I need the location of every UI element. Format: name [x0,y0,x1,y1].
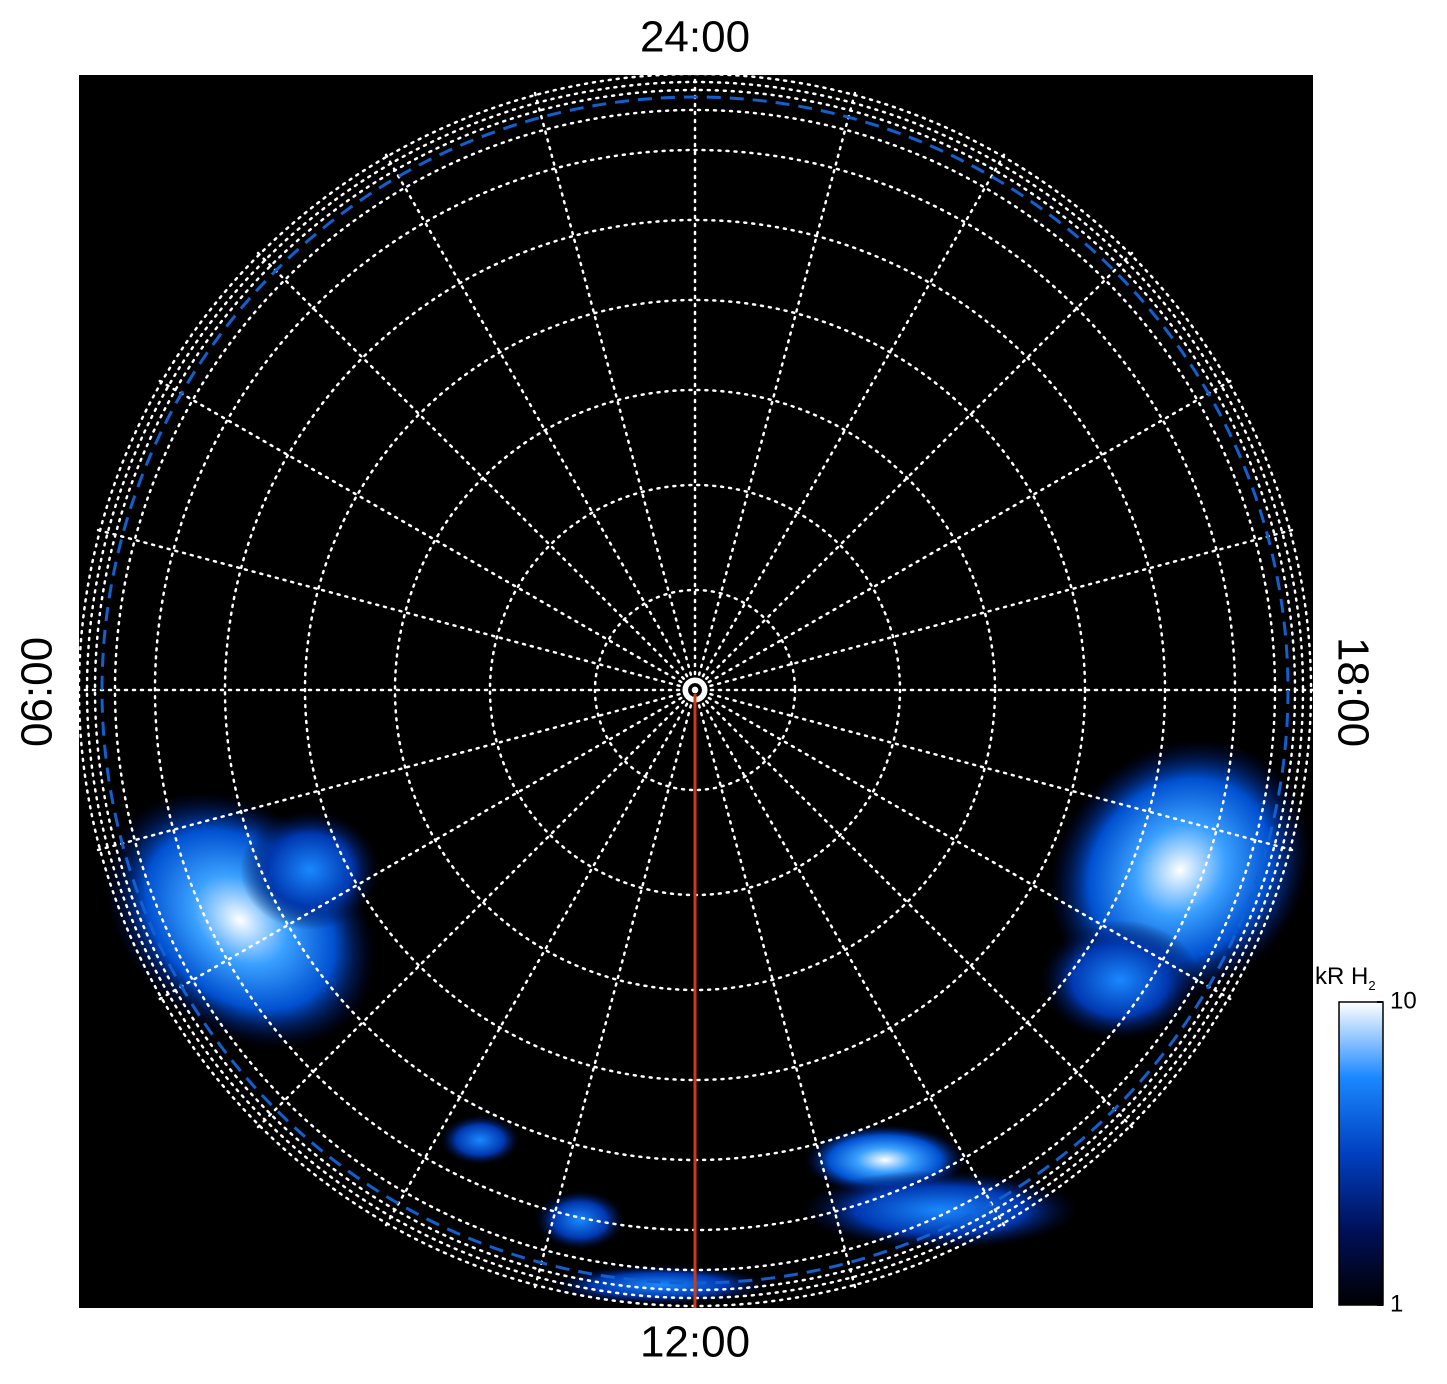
time-label: 12:00 [640,1318,750,1367]
meridian-line [693,688,1234,1002]
colorbar-label: kR H2 [1315,963,1376,993]
colorbar-label-main: kR H [1315,963,1368,990]
colorbar-label-subscript: 2 [1368,978,1375,993]
meridian-line [693,89,857,692]
meridian-line [693,378,1234,692]
meridian-line [255,250,697,692]
emission-region [800,1170,1080,1250]
meridian-line [156,378,697,692]
colorbar [1338,1001,1384,1306]
meridian-line [383,688,697,1229]
time-label: 06:00 [13,637,62,747]
meridian-line [693,688,1007,1229]
meridian-line [693,528,1296,692]
latitude-ring [593,588,797,792]
time-label: 18:00 [1328,637,1377,747]
latitude-ring [303,298,1087,1082]
meridian-line [693,688,857,1291]
meridian-line [255,688,697,1130]
meridian-line [94,688,697,852]
meridian-line [693,688,1135,1130]
meridian-line [533,688,697,1291]
meridian-line [693,688,1296,852]
time-label: 24:00 [640,13,750,62]
colorbar-tick-label: 10 [1390,987,1417,1014]
meridian-line [94,528,697,692]
meridian-line [693,250,1135,692]
meridian-line [156,688,697,1002]
meridian-line [383,151,697,692]
meridian-line [693,151,1007,692]
colorbar-tick-label: 1 [1390,1290,1403,1317]
emission-region [1040,920,1200,1040]
emission-region [535,1190,625,1250]
meridian-line [533,89,697,692]
emission-region [440,1115,520,1165]
emission-region [240,810,380,930]
